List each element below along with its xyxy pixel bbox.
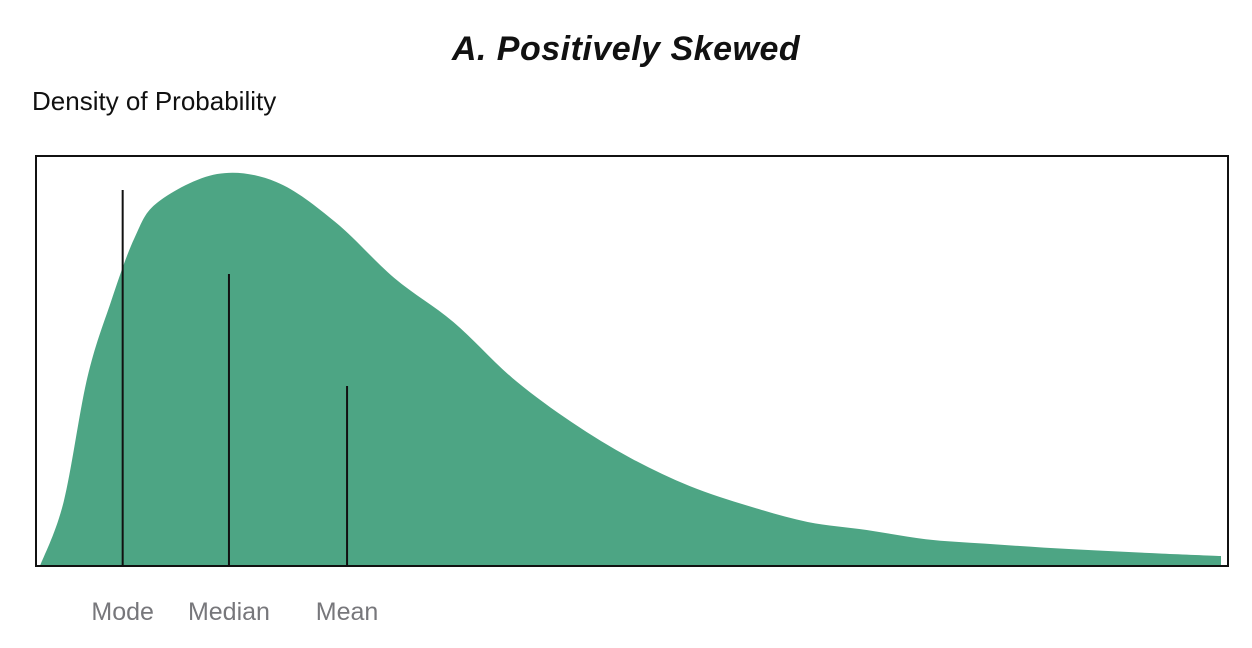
marker-label-median: Median [188,598,270,626]
y-axis-label: Density of Probability [32,86,277,116]
marker-group: Mode Median Mean [91,190,378,626]
plot-frame [35,155,1229,567]
marker-label-mean: Mean [316,598,379,626]
chart-title: A. Positively Skewed [451,30,801,68]
density-area [40,172,1221,566]
marker-label-mode: Mode [91,598,154,626]
